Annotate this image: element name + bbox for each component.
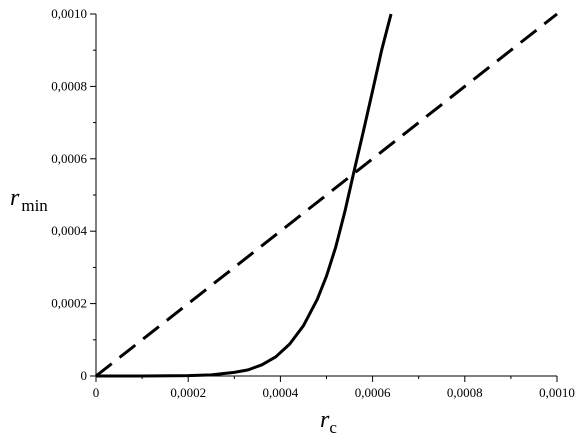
y-tick-label: 0,0008 — [51, 78, 87, 93]
x-tick-label: 0,0010 — [539, 385, 575, 400]
y-axis-label-var: r — [10, 185, 20, 211]
solid-curve-series — [96, 13, 393, 378]
y-tick-label: 0 — [81, 368, 88, 383]
x-axis-label: rc — [320, 407, 337, 437]
y-axis-label-sub: min — [21, 196, 48, 215]
dashed-line-series — [95, 12, 558, 378]
plot-area: 0 0,0002 0,0004 0,0006 0,0008 0,0010 00,00020… — [51, 6, 575, 400]
y-axis-label: r min — [10, 185, 48, 215]
y-tick-label: 0,0002 — [51, 296, 87, 311]
x-tick-label: 0 — [93, 385, 100, 400]
x-axis-label-var: r — [320, 407, 330, 433]
x-axis-label-sub: c — [329, 418, 337, 437]
y-tick-label: 0,0006 — [51, 151, 87, 166]
x-axis-ticks: 0 0,0002 0,0004 0,0006 0,0008 0,0010 — [93, 376, 575, 400]
x-tick-label: 0,0006 — [355, 385, 391, 400]
x-tick-label: 0,0002 — [170, 385, 206, 400]
x-tick-label: 0,0008 — [447, 385, 483, 400]
x-tick-label: 0,0004 — [263, 385, 299, 400]
y-tick-label: 0,0010 — [51, 6, 87, 21]
y-tick-label: 0,0004 — [51, 223, 87, 238]
series-layer — [95, 12, 558, 378]
y-axis-ticks: 0 0,0002 0,0004 0,0006 0,0008 0,0010 — [51, 6, 96, 383]
